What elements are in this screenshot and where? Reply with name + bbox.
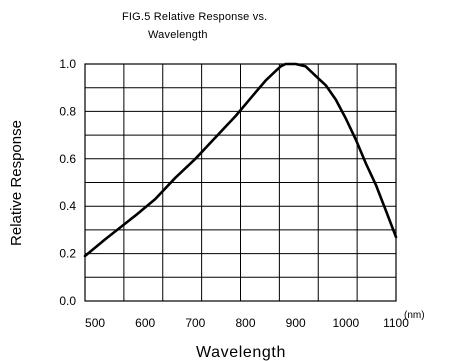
x-tick-label: 900	[286, 316, 306, 330]
y-tick-label: 1.0	[59, 57, 76, 71]
x-tick-label: 800	[236, 316, 256, 330]
y-tick-label: 0.6	[59, 152, 76, 166]
grid	[85, 64, 396, 301]
x-axis-label: Wavelength	[196, 344, 286, 361]
chart-title-line-2: Wavelength	[148, 29, 208, 41]
y-tick-label: 0.8	[59, 104, 76, 118]
x-tick-label: 600	[135, 316, 155, 330]
x-unit-label: (nm)	[404, 310, 425, 321]
y-tick-label: 0.0	[59, 294, 76, 308]
y-axis-label: Relative Response	[8, 120, 25, 246]
x-tick-label: 500	[85, 316, 105, 330]
y-tick-label: 0.2	[59, 247, 76, 261]
plot-frame	[84, 63, 397, 302]
x-tick-labels: 500 600 700 800 900 1000 1100	[85, 316, 409, 330]
chart-title-line-1: FIG.5 Relative Response vs.	[122, 11, 267, 23]
x-tick-label: 700	[185, 316, 205, 330]
x-tick-label: 1000	[332, 316, 359, 330]
x-tick-label: 1100	[383, 316, 409, 330]
series-group	[83, 62, 398, 258]
plot-frame-rect	[84, 63, 397, 302]
y-tick-label: 0.4	[59, 199, 76, 213]
y-tick-labels: 0.0 0.2 0.4 0.6 0.8 1.0	[59, 57, 76, 308]
series-line-1	[83, 62, 398, 258]
